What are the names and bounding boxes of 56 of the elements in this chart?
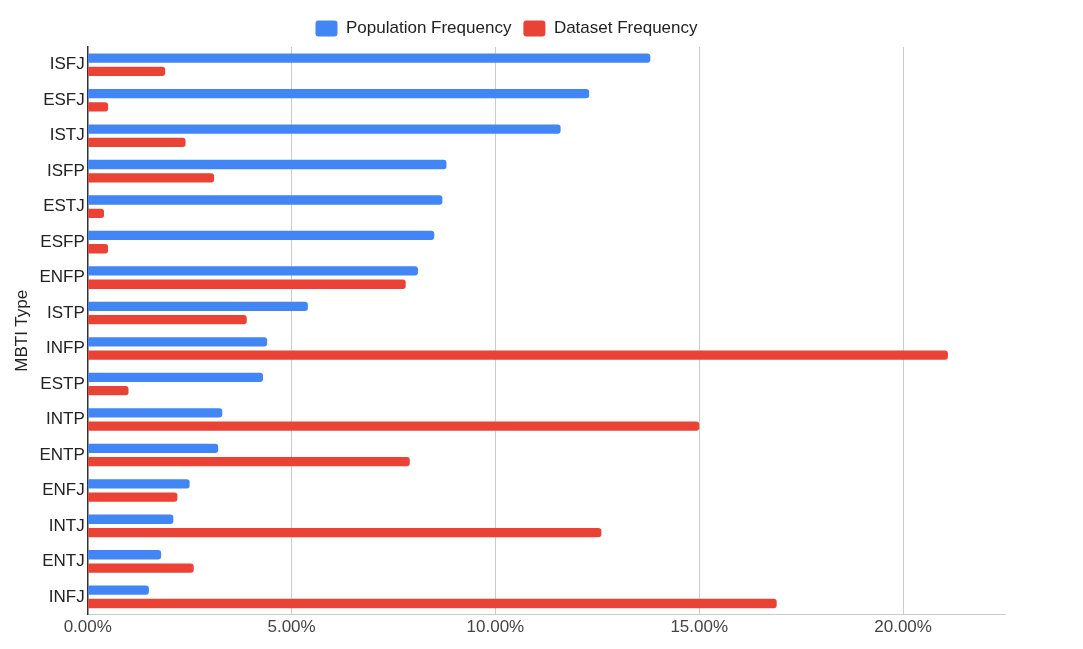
x-tick-label: 15.00% xyxy=(670,617,729,637)
bar xyxy=(88,88,590,99)
bar xyxy=(88,266,418,276)
x-tick-label: 10.00% xyxy=(466,617,525,637)
legend-label: Dataset Frequency xyxy=(553,18,699,38)
bar xyxy=(88,443,219,453)
y-tick-label: ENFJ xyxy=(42,480,85,500)
bar xyxy=(88,456,410,467)
y-tick-label: ISFP xyxy=(46,160,85,180)
x-tick-label: 20.00% xyxy=(874,617,932,637)
bar xyxy=(88,492,178,502)
y-tick-label: ESTP xyxy=(40,373,85,393)
bar xyxy=(88,124,561,134)
y-tick-label: ENTJ xyxy=(42,551,85,571)
bar xyxy=(88,337,268,347)
bar xyxy=(88,527,602,538)
y-tick-label: ESFJ xyxy=(43,89,85,109)
y-tick-label: INTP xyxy=(46,409,85,429)
bar xyxy=(88,53,651,63)
bar xyxy=(88,195,443,205)
x-tick-label: 0.00% xyxy=(63,617,112,637)
bar xyxy=(88,550,162,560)
bar xyxy=(88,350,948,360)
bar xyxy=(88,479,190,489)
bar xyxy=(88,208,105,218)
bar xyxy=(88,386,129,396)
y-tick-label: INFP xyxy=(46,338,85,358)
y-tick-label: ISFJ xyxy=(49,54,85,74)
y-tick-label: ESTJ xyxy=(43,196,85,216)
y-tick-label: ENFP xyxy=(39,267,85,287)
bar xyxy=(88,514,174,524)
bar xyxy=(88,137,186,147)
bar xyxy=(88,315,247,325)
bar xyxy=(88,173,215,183)
bar xyxy=(88,244,109,254)
y-tick-label: ISTJ xyxy=(49,125,85,145)
legend-label: Population Frequency xyxy=(345,18,512,38)
bar xyxy=(88,159,447,170)
bar xyxy=(88,372,264,383)
bar xyxy=(88,598,777,609)
y-tick-label: INTJ xyxy=(48,515,85,535)
y-tick-label: ENTP xyxy=(39,444,85,464)
bar xyxy=(88,421,700,431)
bar xyxy=(88,66,166,77)
bar xyxy=(88,408,223,418)
bar xyxy=(88,585,149,595)
y-tick-label: INFJ xyxy=(48,586,85,606)
y-axis-title: MBTI Type xyxy=(11,289,31,372)
bar xyxy=(88,230,435,241)
y-tick-label: ISTP xyxy=(46,302,85,322)
bar xyxy=(88,279,406,289)
x-tick-label: 5.00% xyxy=(267,617,316,637)
bar xyxy=(88,301,308,312)
bar xyxy=(88,102,109,112)
y-tick-label: ESFP xyxy=(40,231,85,251)
bar xyxy=(88,563,194,573)
